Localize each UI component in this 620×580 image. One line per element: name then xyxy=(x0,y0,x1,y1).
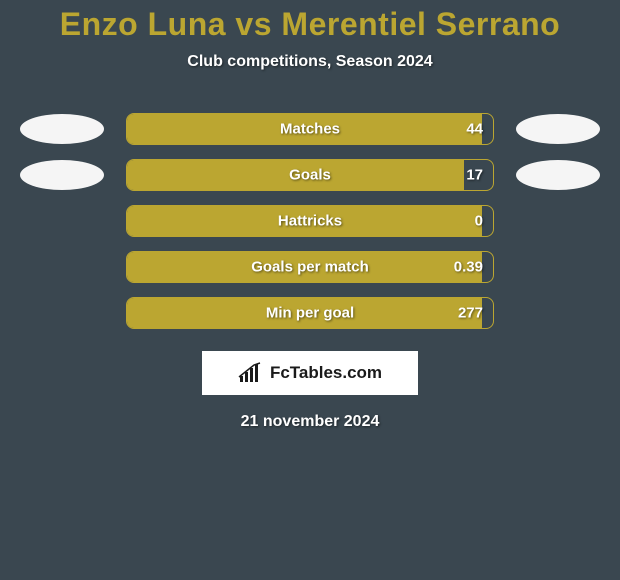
stat-label: Goals xyxy=(289,167,331,184)
date-text: 21 november 2024 xyxy=(0,413,620,431)
left-oval xyxy=(20,114,104,144)
stat-bar: Hattricks 0 xyxy=(126,205,494,237)
page-title: Enzo Luna vs Merentiel Serrano xyxy=(0,6,620,43)
subtitle: Club competitions, Season 2024 xyxy=(0,53,620,71)
stat-label: Hattricks xyxy=(278,213,342,230)
comparison-card: Enzo Luna vs Merentiel Serrano Club comp… xyxy=(0,0,620,431)
stat-bar: Min per goal 277 xyxy=(126,297,494,329)
stat-value: 0 xyxy=(475,213,483,230)
stat-label: Min per goal xyxy=(266,305,354,322)
stat-value: 44 xyxy=(466,121,483,138)
stat-label: Matches xyxy=(280,121,340,138)
stat-bar: Goals 17 xyxy=(126,159,494,191)
stat-row-hattricks: Hattricks 0 xyxy=(0,205,620,237)
stat-bar: Goals per match 0.39 xyxy=(126,251,494,283)
stat-row-goals: Goals 17 xyxy=(0,159,620,191)
brand-text: FcTables.com xyxy=(270,363,382,383)
stat-value: 0.39 xyxy=(454,259,483,276)
stat-label: Goals per match xyxy=(251,259,369,276)
stat-row-matches: Matches 44 xyxy=(0,113,620,145)
brand-badge: FcTables.com xyxy=(202,351,418,395)
right-oval xyxy=(516,114,600,144)
right-oval xyxy=(516,160,600,190)
bar-chart-icon xyxy=(238,362,264,384)
left-oval xyxy=(20,160,104,190)
stat-value: 17 xyxy=(466,167,483,184)
stat-row-mpg: Min per goal 277 xyxy=(0,297,620,329)
stat-bar: Matches 44 xyxy=(126,113,494,145)
stat-value: 277 xyxy=(458,305,483,322)
stat-row-gpm: Goals per match 0.39 xyxy=(0,251,620,283)
